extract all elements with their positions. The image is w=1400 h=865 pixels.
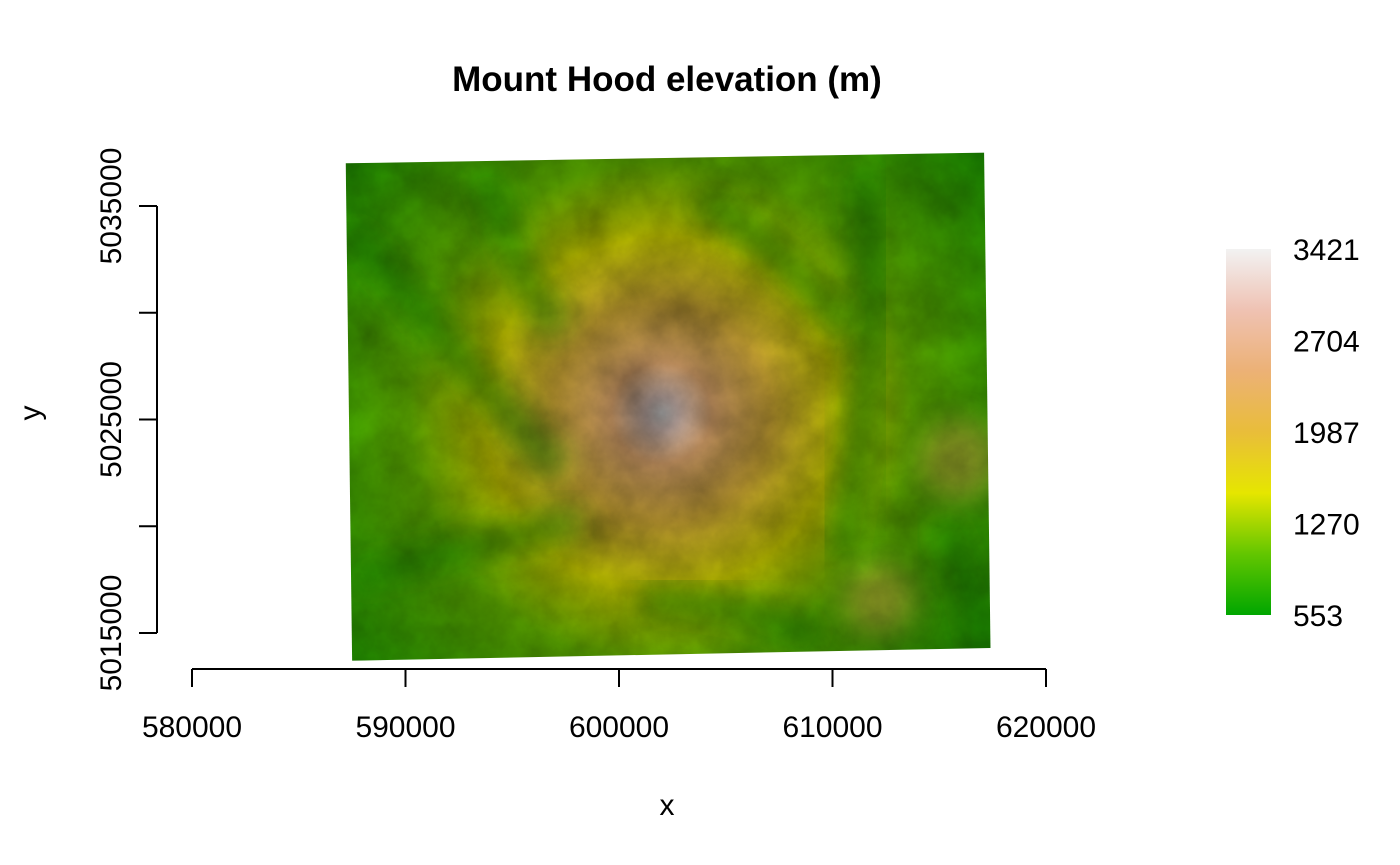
legend-tick-label: 3421 bbox=[1293, 234, 1360, 267]
chart-title: Mount Hood elevation (m) bbox=[452, 60, 882, 99]
x-tick-label: 590000 bbox=[355, 711, 455, 744]
y-tick-label: 5025000 bbox=[95, 361, 128, 478]
legend-color-bar bbox=[1226, 249, 1271, 615]
x-axis-label: x bbox=[660, 789, 675, 822]
y-tick-label: 5035000 bbox=[95, 148, 128, 265]
legend-tick-label: 1270 bbox=[1293, 509, 1360, 542]
x-axis: 580000 590000 600000 610000 620000 bbox=[142, 668, 1096, 744]
y-tick-label: 5015000 bbox=[95, 575, 128, 692]
x-tick-label: 580000 bbox=[142, 711, 242, 744]
y-axis: 5015000 5025000 5035000 bbox=[95, 148, 158, 692]
legend-tick-label: 553 bbox=[1293, 600, 1343, 633]
x-tick-label: 620000 bbox=[996, 711, 1096, 744]
terrain-texture bbox=[345, 152, 991, 661]
color-legend: 553 1270 1987 2704 3421 bbox=[1226, 234, 1360, 633]
legend-tick-label: 2704 bbox=[1293, 326, 1360, 359]
x-tick-label: 600000 bbox=[569, 711, 669, 744]
elevation-raster bbox=[345, 152, 991, 661]
legend-tick-label: 1987 bbox=[1293, 417, 1360, 450]
y-axis-label: y bbox=[14, 406, 47, 421]
x-tick-label: 610000 bbox=[782, 711, 882, 744]
